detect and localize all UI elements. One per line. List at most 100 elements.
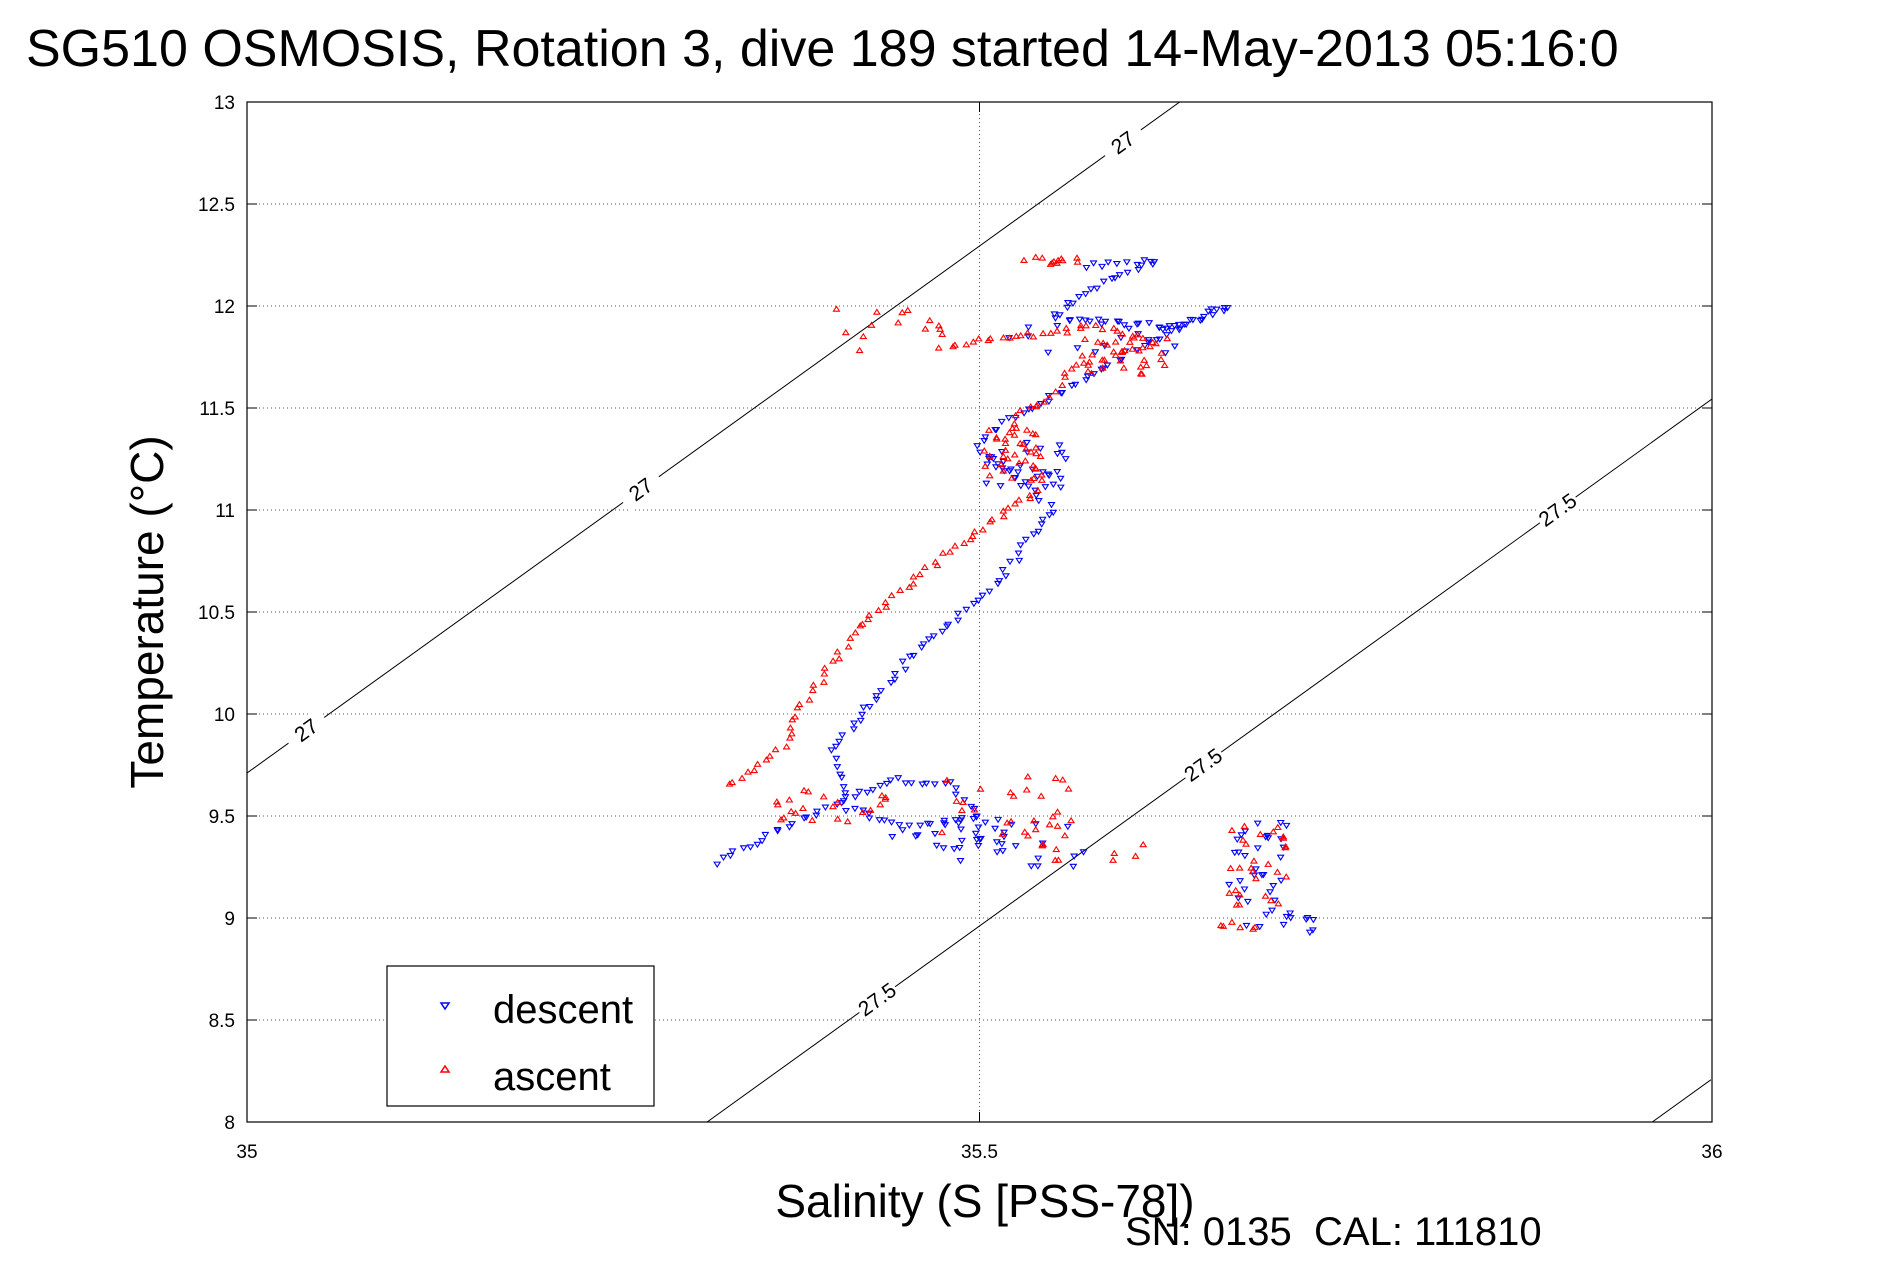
ascent-point: [876, 801, 885, 808]
descent-point: [1236, 878, 1245, 885]
descent-point: [838, 732, 847, 739]
descent-point: [1115, 272, 1124, 279]
ascent-point: [1145, 342, 1154, 350]
ascent-point: [1235, 891, 1244, 898]
descent-point: [1145, 320, 1154, 327]
ascent-point: [1021, 457, 1030, 464]
ascent-point: [1032, 449, 1041, 457]
ascent-point: [1109, 324, 1118, 331]
descent-point: [1070, 853, 1079, 860]
ascent-point: [865, 611, 874, 618]
descent-point: [1124, 325, 1133, 333]
ascent-point: [1006, 788, 1015, 796]
ascent-point: [1098, 325, 1107, 333]
ascent-point: [1032, 401, 1041, 408]
descent-point: [1032, 492, 1041, 500]
ascent-point: [952, 797, 961, 804]
ascent-point: [1227, 918, 1236, 925]
ascent-point: [833, 798, 842, 805]
descent-point: [1094, 316, 1103, 324]
descent-point: [997, 418, 1006, 426]
descent-point: [1056, 475, 1065, 483]
ascent-point: [1037, 471, 1046, 478]
descent-point: [835, 738, 844, 746]
ascent-point: [1007, 817, 1016, 825]
descent-point: [1212, 306, 1221, 314]
ascent-point: [858, 808, 867, 816]
ascent-point: [1232, 901, 1241, 908]
descent-point: [911, 833, 920, 840]
descent-point: [969, 600, 978, 608]
descent-point: [932, 842, 941, 850]
ascent-point: [1012, 332, 1021, 339]
ascent-point: [753, 760, 762, 767]
descent-point: [991, 464, 1000, 471]
ascent-point: [1111, 338, 1120, 345]
ascent-point: [1053, 808, 1062, 815]
ascent-point: [881, 598, 890, 606]
ascent-point: [1037, 476, 1046, 483]
ascent-point: [1025, 491, 1034, 499]
descent-point: [1140, 257, 1149, 264]
ascent-point: [787, 730, 796, 737]
descent-point: [972, 836, 981, 844]
descent-point: [773, 826, 782, 834]
descent-point: [1134, 267, 1143, 274]
descent-point: [1098, 263, 1107, 271]
ascent-point: [1133, 331, 1142, 338]
ascent-point: [1011, 411, 1020, 419]
descent-point: [929, 633, 938, 640]
ascent-point: [909, 580, 918, 587]
descent-point: [954, 820, 963, 827]
ascent-point: [934, 344, 943, 351]
ascent-point: [1067, 365, 1076, 372]
ascent-point: [809, 681, 818, 688]
ascent-point: [864, 615, 873, 623]
ascent-point: [966, 535, 975, 543]
descent-point: [1242, 922, 1251, 930]
chart-title: SG510 OSMOSIS, Rotation 3, dive 189 star…: [26, 20, 1619, 78]
ascent-point: [820, 670, 829, 677]
descent-point: [1122, 259, 1131, 266]
legend-descent-marker: [439, 1002, 451, 1011]
ascent-point: [1160, 361, 1169, 369]
descent-point: [1006, 466, 1015, 473]
descent-point: [746, 844, 755, 851]
descent-point: [1044, 349, 1053, 357]
descent-point: [1081, 291, 1090, 298]
descent-point: [841, 790, 850, 797]
descent-point: [1240, 853, 1249, 860]
ascent-point: [1136, 363, 1145, 370]
ascent-point: [1080, 335, 1089, 342]
ascent-point: [1031, 444, 1040, 451]
descent-point: [978, 592, 987, 600]
ascent-point: [808, 686, 817, 694]
descent-point: [985, 588, 994, 596]
ascent-point: [786, 724, 795, 731]
ascent-point: [1005, 428, 1014, 436]
descent-point: [1068, 300, 1077, 308]
ascent-point: [1039, 329, 1048, 337]
ascent-point: [951, 542, 960, 549]
ascent-point: [1037, 792, 1046, 799]
ascent-point: [1004, 504, 1013, 511]
ascent-point: [957, 806, 966, 814]
ascent-point: [785, 734, 794, 741]
ascent-point: [1029, 817, 1038, 824]
descent-point: [1033, 863, 1042, 870]
descent-point: [898, 658, 907, 666]
ascent-point: [1067, 816, 1076, 824]
descent-point: [1031, 487, 1040, 495]
descent-point: [890, 676, 899, 684]
descent-point: [1276, 854, 1285, 862]
ascent-point: [960, 539, 969, 546]
descent-point: [1133, 321, 1142, 328]
descent-point: [1162, 332, 1171, 339]
ascent-point: [1032, 465, 1041, 472]
isopycnal-line: [706, 398, 1712, 1122]
isopycnal-line: [247, 102, 1180, 774]
descent-point: [1047, 501, 1056, 509]
ascent-point: [999, 507, 1008, 514]
ascent-point: [1138, 334, 1147, 341]
descent-point: [1027, 863, 1036, 870]
